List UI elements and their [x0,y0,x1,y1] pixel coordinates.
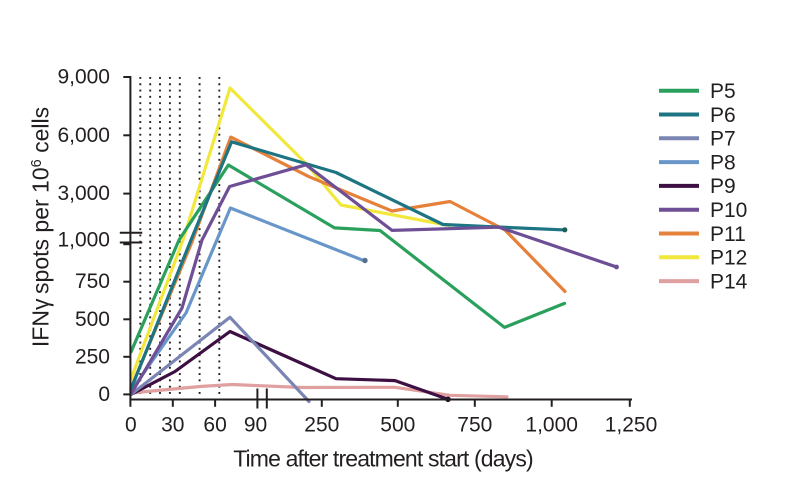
svg-text:1,000: 1,000 [525,414,578,437]
svg-text:750: 750 [75,270,110,293]
svg-text:P9: P9 [710,175,736,198]
svg-text:P7: P7 [710,128,736,151]
svg-text:9,000: 9,000 [57,66,110,89]
svg-text:P8: P8 [710,151,736,174]
svg-text:0: 0 [125,414,137,437]
svg-text:1,000: 1,000 [57,229,110,252]
svg-text:Time after treatment start (da: Time after treatment start (days) [233,446,533,472]
svg-text:0: 0 [98,383,110,406]
svg-text:750: 750 [457,414,492,437]
svg-text:P6: P6 [710,104,736,127]
svg-text:500: 500 [75,308,110,331]
svg-text:P10: P10 [710,199,747,222]
svg-text:3,000: 3,000 [57,182,110,205]
svg-text:500: 500 [380,414,415,437]
svg-text:250: 250 [75,345,110,368]
svg-text:P12: P12 [710,247,747,270]
svg-text:60: 60 [203,414,226,437]
svg-text:250: 250 [304,414,339,437]
svg-text:P11: P11 [710,223,746,246]
svg-text:1,250: 1,250 [605,414,658,437]
svg-text:P5: P5 [710,80,736,103]
svg-text:IFNγ spots per 106 cells: IFNγ spots per 106 cells [28,107,54,347]
svg-text:6,000: 6,000 [57,124,110,147]
svg-text:30: 30 [161,414,184,437]
svg-text:P14: P14 [710,270,748,293]
svg-text:90: 90 [244,414,267,437]
